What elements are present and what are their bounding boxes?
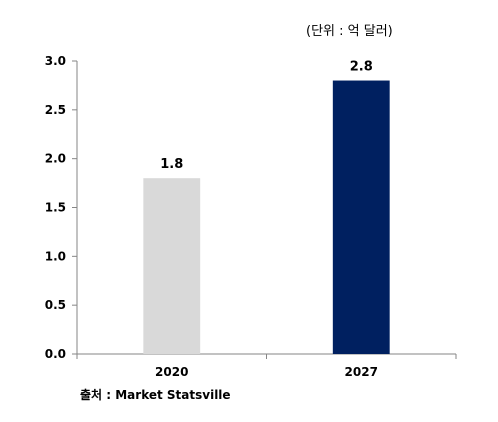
- x-tick-label-2020: 2020: [155, 365, 188, 379]
- y-tick-label: 2.5: [45, 103, 66, 117]
- x-tick-label-2027: 2027: [345, 365, 378, 379]
- y-tick-label: 0.0: [45, 347, 66, 361]
- y-tick-label: 3.0: [45, 54, 66, 68]
- y-tick-label: 1.5: [45, 201, 66, 215]
- source-note: 출처 : Market Statsville: [80, 388, 231, 402]
- y-tick-label: 0.5: [45, 298, 66, 312]
- y-tick-label: 1.0: [45, 249, 66, 263]
- data-label-2027: 2.8: [350, 60, 373, 75]
- unit-note: (단위 : 억 달러): [306, 24, 393, 39]
- bar-2027: [332, 80, 390, 355]
- bar-2020: [143, 178, 201, 354]
- y-tick-label: 2.0: [45, 152, 66, 166]
- data-label-2020: 1.8: [160, 157, 183, 172]
